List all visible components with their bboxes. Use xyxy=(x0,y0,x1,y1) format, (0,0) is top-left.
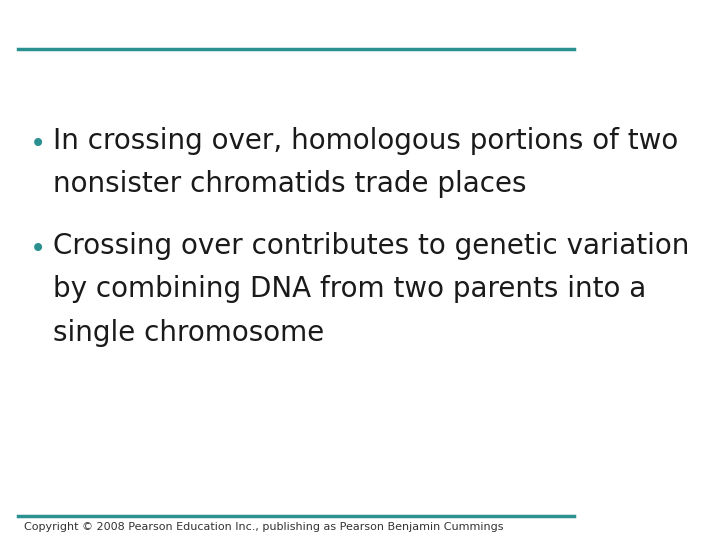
Text: •: • xyxy=(30,130,46,158)
Text: In crossing over, homologous portions of two: In crossing over, homologous portions of… xyxy=(53,127,678,155)
Text: Crossing over contributes to genetic variation: Crossing over contributes to genetic var… xyxy=(53,232,690,260)
Text: •: • xyxy=(30,235,46,263)
Text: Copyright © 2008 Pearson Education Inc., publishing as Pearson Benjamin Cummings: Copyright © 2008 Pearson Education Inc.,… xyxy=(24,522,503,531)
Text: by combining DNA from two parents into a: by combining DNA from two parents into a xyxy=(53,275,647,303)
Text: single chromosome: single chromosome xyxy=(53,319,325,347)
Text: nonsister chromatids trade places: nonsister chromatids trade places xyxy=(53,170,527,198)
